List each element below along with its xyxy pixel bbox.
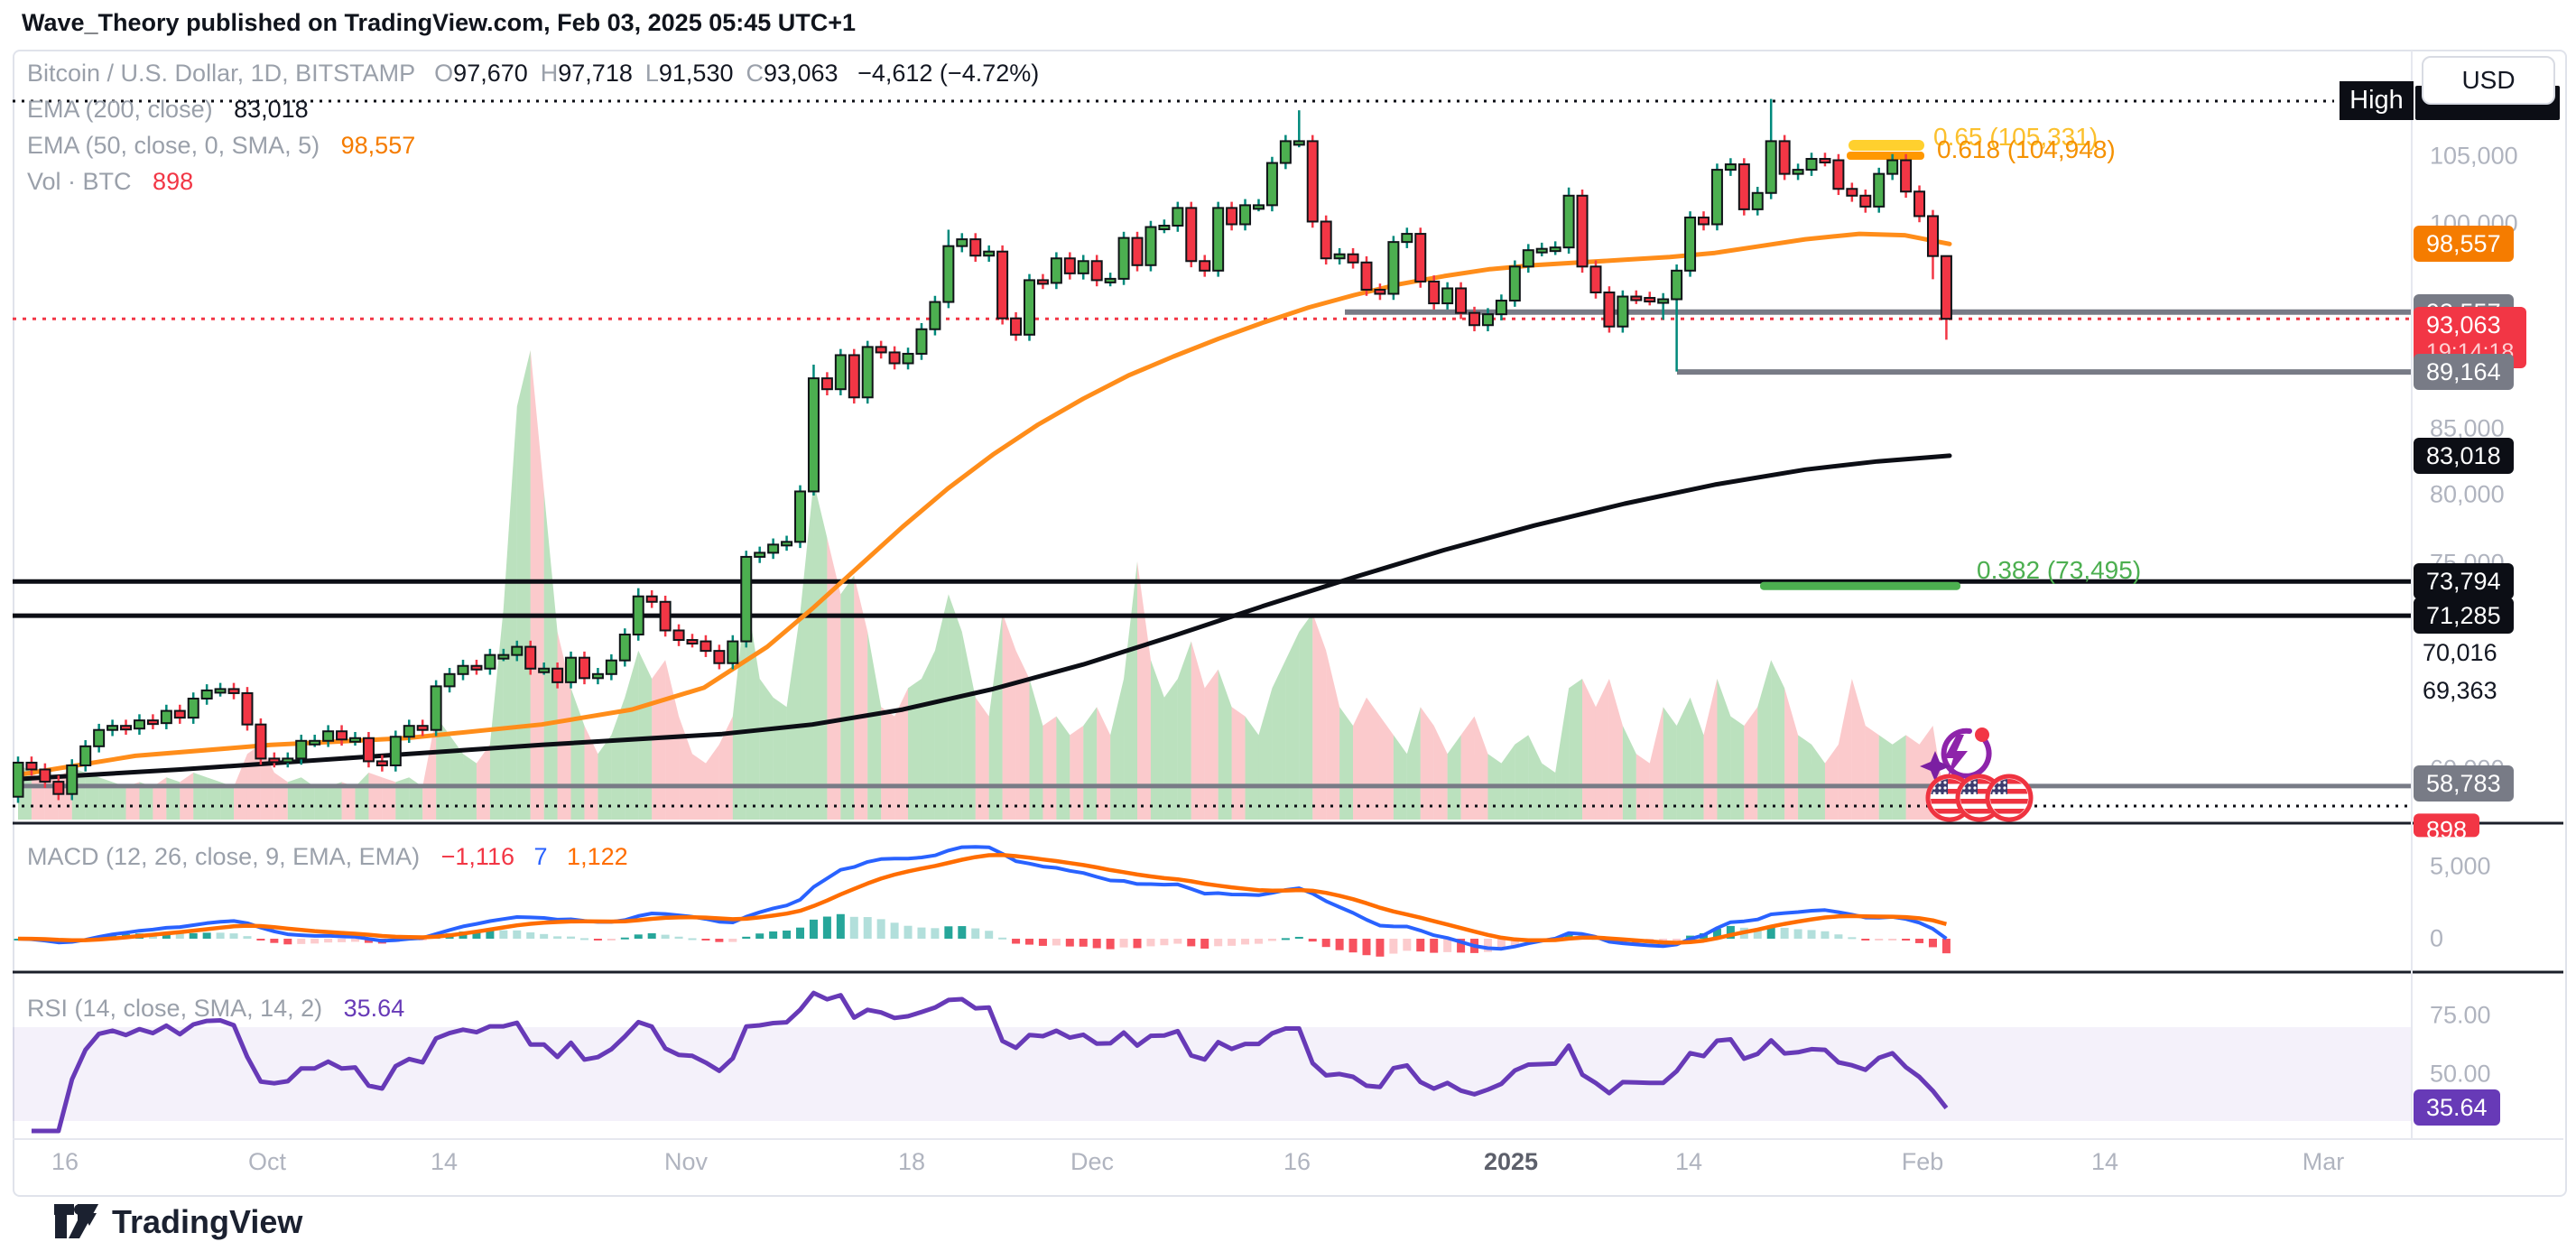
fib-0618-annotation[interactable]: 0.618 (104,948)	[1937, 135, 2116, 163]
change-value: −4,612 (−4.72%)	[857, 60, 1040, 87]
ema200-legend-row[interactable]: EMA (200, close) 83,018	[27, 96, 309, 124]
ohlc-values: O97,670 H97,718 L91,530 C93,063	[422, 60, 838, 87]
ohlc-key: C	[746, 60, 764, 87]
price-label-badge: 898	[2414, 813, 2480, 838]
rsi-legend-row[interactable]: RSI (14, close, SMA, 14, 2) 35.64	[27, 995, 404, 1023]
brand-name: TradingView	[112, 1203, 303, 1240]
time-tick: 14	[430, 1148, 459, 1175]
ema50-value: 98,557	[340, 132, 416, 159]
macd-signal-value: 1,122	[567, 843, 628, 870]
ema50-label: EMA (50, close, 0, SMA, 5)	[27, 132, 320, 159]
macd-pane[interactable]	[14, 845, 1951, 957]
time-tick: 14	[2090, 1148, 2119, 1175]
price-label-badge: 73,794	[2414, 563, 2514, 599]
ema200-label: EMA (200, close)	[27, 96, 213, 123]
price-tick: 50.00	[2430, 1060, 2491, 1088]
page-title: Wave_Theory published on TradingView.com…	[22, 9, 857, 36]
tradingview-logo-icon	[54, 1204, 98, 1238]
time-tick: 14	[1674, 1148, 1703, 1175]
symbol-title: Bitcoin / U.S. Dollar, 1D, BITSTAMP	[27, 60, 415, 87]
us-flag-event-icon[interactable]	[1985, 774, 2034, 822]
ohlc-key: O	[434, 60, 454, 87]
price-tick: 80,000	[2430, 480, 2505, 508]
macd-line-value: 7	[533, 843, 548, 870]
price-tick: 75.00	[2430, 1001, 2491, 1029]
ema200-value: 83,018	[234, 96, 309, 123]
ema50-legend-row[interactable]: EMA (50, close, 0, SMA, 5) 98,557	[27, 132, 415, 160]
price-label-badge: 58,783	[2414, 765, 2514, 802]
macd-signal-line	[17, 852, 1948, 945]
time-tick: 18	[897, 1148, 926, 1175]
ohlc-value: 93,063	[763, 60, 839, 87]
symbol-legend-row[interactable]: Bitcoin / U.S. Dollar, 1D, BITSTAMP O97,…	[27, 60, 1039, 88]
tradingview-logo[interactable]: TradingView	[52, 1200, 302, 1244]
pane-separators[interactable]	[13, 51, 2563, 1140]
time-tick: 16	[51, 1148, 79, 1175]
volume-label: Vol · BTC	[27, 168, 132, 195]
macd-legend-row[interactable]: MACD (12, 26, close, 9, EMA, EMA) −1,116…	[27, 843, 628, 871]
price-tick: 5,000	[2430, 852, 2491, 880]
price-label-badge: 83,018	[2414, 438, 2514, 474]
price-tick: 105,000	[2430, 142, 2518, 170]
volume-area	[18, 350, 1952, 820]
time-tick: 16	[1283, 1148, 1311, 1175]
ohlc-value: 91,530	[658, 60, 734, 87]
time-tick: Dec	[1070, 1148, 1115, 1175]
rsi-pane[interactable]	[13, 990, 2412, 1134]
fib-level-bars[interactable]	[1760, 140, 1960, 590]
rsi-band	[13, 1027, 2412, 1121]
rsi-line	[31, 990, 1949, 1134]
price-label-badge: 71,285	[2414, 598, 2514, 634]
fib-0382-annotation[interactable]: 0.382 (73,495)	[1977, 556, 2142, 584]
ohlc-key: L	[644, 60, 659, 87]
chart-card-border	[13, 50, 2567, 1197]
ai-event-icon[interactable]	[1920, 727, 1992, 782]
price-label-badge: 89,164	[2414, 354, 2514, 390]
ohlc-value: 97,718	[558, 60, 633, 87]
currency-toggle-button[interactable]: USD	[2422, 56, 2555, 105]
rsi-value-badge: 35.64	[2414, 1089, 2500, 1126]
time-tick: Nov	[663, 1148, 709, 1175]
time-tick: Oct	[247, 1148, 287, 1175]
macd-hist-value: −1,116	[440, 843, 514, 870]
candlesticks[interactable]	[13, 98, 1952, 803]
ohlc-value: 97,670	[453, 60, 528, 87]
fib-065-annotation[interactable]: 0.65 (105,331)	[1933, 123, 2099, 151]
ohlc-key: H	[540, 60, 559, 87]
price-label-badge: 98,557	[2414, 226, 2514, 262]
price-label-badge: 69,363	[2414, 674, 2507, 707]
high-marker-label: High	[2340, 81, 2414, 120]
main-pane[interactable]	[13, 98, 2412, 822]
time-tick: Mar	[2302, 1148, 2345, 1175]
time-tick: Feb	[1901, 1148, 1944, 1175]
macd-label: MACD (12, 26, close, 9, EMA, EMA)	[27, 843, 421, 870]
volume-value: 898	[153, 168, 194, 195]
time-tick: 2025	[1483, 1148, 1539, 1175]
macd-line	[17, 845, 1948, 951]
price-label-badge: 70,016	[2414, 636, 2507, 669]
volume-legend-row[interactable]: Vol · BTC 898	[27, 168, 193, 196]
rsi-label: RSI (14, close, SMA, 14, 2)	[27, 995, 323, 1022]
ema50-line[interactable]	[15, 231, 1952, 777]
price-tick: 85,000	[2430, 414, 2505, 442]
price-tick: 0	[2430, 924, 2444, 952]
ema200-line[interactable]	[15, 453, 1952, 782]
rsi-value: 35.64	[343, 995, 405, 1022]
